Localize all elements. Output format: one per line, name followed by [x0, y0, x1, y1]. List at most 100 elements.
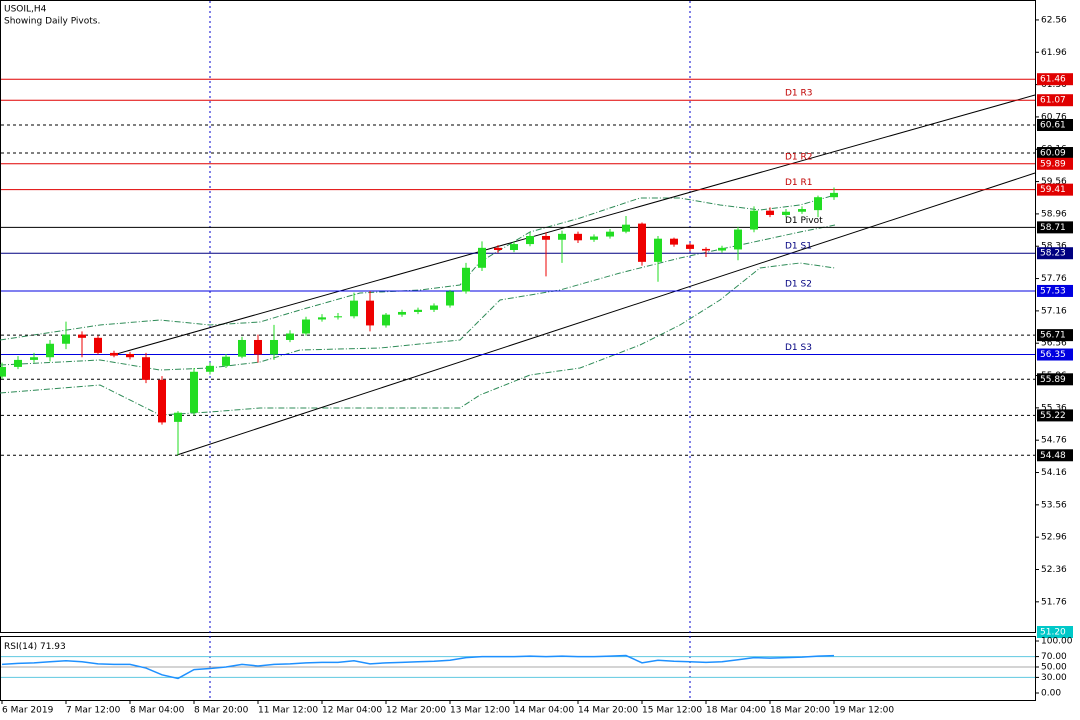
x-tick-label: 19 Mar 12:00	[834, 706, 894, 716]
x-tick-label: 18 Mar 20:00	[770, 706, 830, 716]
y-tick-label: 54.16	[1041, 468, 1067, 478]
price-box	[1037, 157, 1073, 170]
rsi-name: RSI(14)	[4, 642, 37, 652]
x-tick-label: 12 Mar 04:00	[322, 706, 382, 716]
y-tick-label: 58.96	[1041, 209, 1067, 219]
candle-body	[382, 314, 390, 326]
pivot-label: D1 S2	[785, 279, 812, 289]
candle-body	[62, 334, 70, 344]
candle-body	[526, 235, 534, 245]
x-tick-label: 15 Mar 12:00	[642, 706, 702, 716]
middle-band	[0, 224, 836, 371]
candle-body	[14, 359, 22, 367]
x-tick-label: 18 Mar 04:00	[706, 706, 766, 716]
x-tick-label: 8 Mar 20:00	[194, 706, 249, 716]
rsi-pane	[0, 636, 1036, 701]
x-tick-label: 11 Mar 12:00	[258, 706, 318, 716]
price-box-label: 60.61	[1040, 120, 1066, 130]
price-box	[1037, 373, 1073, 386]
candle-body	[366, 300, 374, 326]
x-tick-label: 6 Mar 2019	[2, 706, 54, 716]
y-tick-label: 61.96	[1041, 48, 1067, 58]
candle-body	[558, 233, 566, 240]
x-tick-label: 14 Mar 04:00	[514, 706, 574, 716]
y-tick-label: 57.16	[1041, 306, 1067, 316]
candle-body	[782, 211, 790, 215]
pivot-label: D1 Pivot	[785, 216, 823, 226]
candle-body	[750, 210, 758, 230]
candle-body	[270, 339, 278, 355]
price-box	[1037, 449, 1073, 462]
candle-body	[622, 224, 630, 232]
rsi-label: RSI(14) 71.93	[4, 642, 66, 652]
y-tick-label: 52.36	[1041, 565, 1067, 575]
candle-body	[254, 339, 262, 355]
candle-body	[510, 244, 518, 250]
candle-body	[142, 357, 150, 380]
price-box-label: 60.09	[1040, 149, 1066, 159]
candle-body	[606, 231, 614, 237]
rsi-line	[1, 654, 835, 680]
channel-lower	[176, 172, 1036, 456]
candle-body	[462, 267, 470, 292]
x-tick-label: 14 Mar 20:00	[578, 706, 638, 716]
rsi-tick-label: 70.00	[1041, 652, 1067, 662]
price-box-label: 56.35	[1040, 350, 1066, 360]
candle-body	[638, 223, 646, 262]
candle-body	[830, 192, 838, 198]
candle-body	[734, 229, 742, 250]
candle-body	[110, 352, 118, 356]
candle-body	[398, 311, 406, 315]
rsi-tick-label: 50.00	[1041, 663, 1067, 673]
price-box-label: 55.89	[1040, 375, 1066, 385]
candle-body	[574, 233, 582, 241]
candle-body	[430, 305, 438, 310]
price-box-label: 55.22	[1040, 411, 1066, 421]
x-tick-label: 8 Mar 04:00	[130, 706, 185, 716]
x-tick-label: 12 Mar 20:00	[386, 706, 446, 716]
price-box-label: 56.71	[1040, 331, 1066, 341]
candle-body	[478, 247, 486, 268]
pivot-label: D1 S1	[785, 242, 812, 252]
candle-body	[286, 333, 294, 340]
candle-body	[238, 339, 246, 357]
price-box-label: 61.46	[1040, 75, 1066, 85]
y-tick-label: 62.56	[1041, 15, 1067, 25]
price-box	[1037, 626, 1073, 638]
pivot-label: D1 R2	[785, 152, 813, 162]
x-tick-label: 7 Mar 12:00	[66, 706, 121, 716]
price-box-label: 59.89	[1040, 159, 1066, 169]
price-box	[1037, 183, 1073, 196]
price-box	[1037, 329, 1073, 342]
candle-body	[702, 248, 710, 251]
candle-body	[670, 238, 678, 245]
candle-body	[94, 337, 102, 353]
rsi-tick-label: 100.00	[1041, 637, 1073, 647]
candle-body	[654, 238, 662, 262]
price-box	[1037, 221, 1073, 234]
y-tick-label: 57.76	[1041, 274, 1067, 284]
candle-body	[78, 334, 86, 338]
candle-body	[302, 319, 310, 334]
price-box	[1037, 118, 1073, 131]
y-tick-label: 52.96	[1041, 533, 1067, 543]
chart-title: USOIL,H4	[4, 5, 47, 15]
price-box	[1037, 348, 1073, 361]
candle-body	[190, 371, 198, 413]
candle-body	[798, 209, 806, 212]
pivot-label: D1 R1	[785, 178, 813, 188]
price-box-label: 58.71	[1040, 223, 1066, 233]
candle-body	[334, 316, 342, 318]
candle-body	[414, 309, 422, 312]
y-tick-label: 54.76	[1041, 436, 1067, 446]
candle-body	[494, 247, 502, 250]
price-box	[1037, 73, 1073, 86]
price-box-label: 57.53	[1040, 286, 1066, 296]
rsi-tick-label: 0.00	[1041, 689, 1061, 699]
price-box	[1037, 147, 1073, 160]
price-box-label: 59.41	[1040, 185, 1066, 195]
price-box-label: 51.20	[1040, 628, 1066, 638]
price-box	[1037, 94, 1073, 107]
candle-body	[222, 356, 230, 366]
